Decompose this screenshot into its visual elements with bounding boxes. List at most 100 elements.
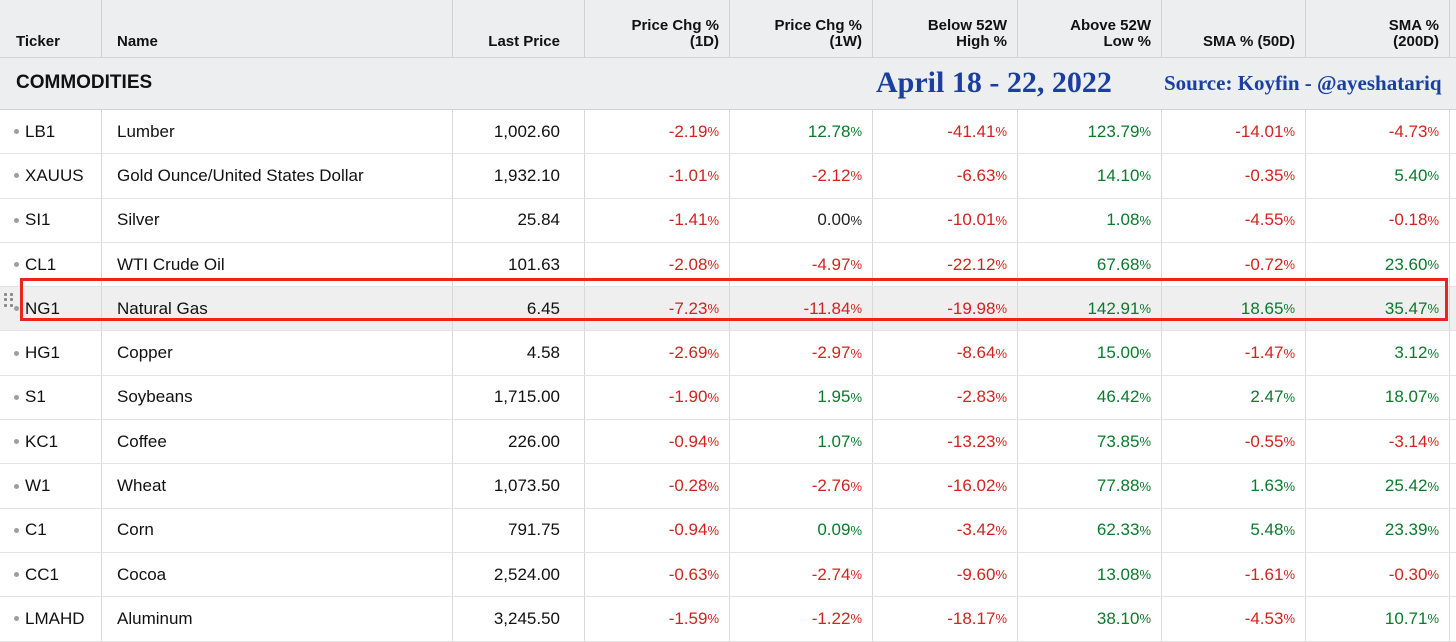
ticker-cell[interactable]: NG1 <box>0 287 102 331</box>
ticker-cell[interactable]: W1 <box>0 464 102 508</box>
below-52w-high-cell: -2.83% <box>873 375 1018 420</box>
above-52w-low-cell: 62.33% <box>1018 508 1162 552</box>
sma-200d-cell: 5.40% <box>1306 154 1450 198</box>
price-chg-1d-cell: -2.69% <box>585 331 730 375</box>
ticker-cell[interactable]: XAUUS <box>0 154 102 198</box>
column-header-line: Above 52W <box>1070 17 1151 34</box>
percent-value: 67.68 <box>1096 254 1140 274</box>
percent-sign: % <box>707 567 719 583</box>
table-row[interactable]: CC1 Cocoa 2,524.00 -0.63% -2.74% -9.60% 13.08%… <box>0 552 1456 598</box>
table-row[interactable]: HG1 Copper 4.58 -2.69% -2.97% -8.64% 15.00% -1.… <box>0 331 1456 376</box>
column-header-name[interactable]: Name <box>102 0 453 57</box>
percent-sign: % <box>850 522 862 538</box>
percent-sign: % <box>1427 168 1439 184</box>
percent-value: 1.07 <box>817 431 851 451</box>
table-row[interactable]: LB1 Lumber 1,002.60 -2.19% 12.78% -41.41% 123.… <box>0 110 1456 155</box>
percent-value: -8.64 <box>956 343 996 363</box>
percent-value: 46.42 <box>1096 387 1140 407</box>
column-header-above-52w-low[interactable]: Above 52W Low % <box>1018 0 1162 57</box>
percent-sign: % <box>1283 434 1295 450</box>
name-cell: Wheat <box>102 464 453 508</box>
bullet-icon <box>14 350 19 356</box>
table-row[interactable]: CL1 WTI Crude Oil 101.63 -2.08% -4.97% -22.12… <box>0 242 1456 288</box>
ticker-cell[interactable]: C1 <box>0 508 102 552</box>
price-chg-1w-cell: -4.97% <box>730 242 873 287</box>
table-row[interactable]: KC1 Coffee 226.00 -0.94% 1.07% -13.23% 73.85% -… <box>0 420 1456 465</box>
ticker-cell[interactable]: CC1 <box>0 552 102 597</box>
percent-value: -1.90 <box>668 387 708 407</box>
sma-200d-cell: 10.71% <box>1306 597 1450 641</box>
ticker-symbol: S1 <box>25 387 46 407</box>
ticker-symbol: KC1 <box>25 431 59 451</box>
ticker-cell[interactable]: KC1 <box>0 420 102 464</box>
last-price-cell: 25.84 <box>453 198 585 242</box>
percent-sign: % <box>995 168 1007 184</box>
table-row[interactable]: NG1 Natural Gas 6.45 -7.23% -11.84% -19.98% 14… <box>0 287 1456 332</box>
table-row[interactable]: SI1 Silver 25.84 -1.41% 0.00% -10.01% 1.08% -4.… <box>0 198 1456 243</box>
ticker-cell[interactable]: CL1 <box>0 242 102 287</box>
name-cell: Corn <box>102 508 453 552</box>
column-header-price-chg-1d[interactable]: Price Chg % (1D) <box>585 0 730 57</box>
drag-handle-icon[interactable] <box>4 293 14 307</box>
ticker-cell[interactable]: LMAHD <box>0 597 102 641</box>
percent-sign: % <box>995 124 1007 140</box>
above-52w-low-cell: 15.00% <box>1018 331 1162 375</box>
percent-sign: % <box>850 345 862 361</box>
below-52w-high-cell: -10.01% <box>873 198 1018 242</box>
ticker-cell[interactable]: HG1 <box>0 331 102 375</box>
sma-50d-cell: -1.47% <box>1162 331 1306 375</box>
percent-sign: % <box>707 124 719 140</box>
percent-sign: % <box>1139 124 1151 140</box>
percent-sign: % <box>1139 168 1151 184</box>
ticker-symbol: C1 <box>25 520 47 540</box>
price-chg-1w-cell: 12.78% <box>730 110 873 154</box>
percent-value: -2.76 <box>811 476 851 496</box>
column-header-ticker[interactable]: Ticker <box>0 0 102 57</box>
column-header-price-chg-1w[interactable]: Price Chg % (1W) <box>730 0 873 57</box>
column-header-line: Price Chg % <box>774 17 862 34</box>
percent-value: -9.60 <box>956 564 996 584</box>
price-chg-1w-cell: 0.00% <box>730 198 873 242</box>
percent-sign: % <box>1427 611 1439 627</box>
below-52w-high-cell: -8.64% <box>873 331 1018 375</box>
percent-sign: % <box>995 257 1007 273</box>
column-header-line: (200D) <box>1393 33 1439 50</box>
sma-200d-cell: -0.18% <box>1306 198 1450 242</box>
percent-sign: % <box>850 257 862 273</box>
ticker-cell[interactable]: SI1 <box>0 198 102 242</box>
percent-value: -41.41 <box>947 121 996 141</box>
sma-200d-cell: 35.47% <box>1306 287 1450 331</box>
percent-value: 23.39 <box>1384 520 1428 540</box>
above-52w-low-cell: 1.08% <box>1018 198 1162 242</box>
price-chg-1d-cell: -1.41% <box>585 198 730 242</box>
table-row[interactable]: XAUUS Gold Ounce/United States Dollar 1,93… <box>0 154 1456 199</box>
percent-value: -0.55 <box>1244 431 1284 451</box>
percent-value: 25.42 <box>1384 476 1428 496</box>
table-row[interactable]: LMAHD Aluminum 3,245.50 -1.59% -1.22% -18.17%… <box>0 597 1456 642</box>
table-row[interactable]: C1 Corn 791.75 -0.94% 0.09% -3.42% 62.33% 5.48%… <box>0 508 1456 553</box>
last-price-cell: 226.00 <box>453 420 585 464</box>
percent-value: -1.47 <box>1244 343 1284 363</box>
name-cell: Lumber <box>102 110 453 154</box>
percent-sign: % <box>707 345 719 361</box>
percent-value: -0.72 <box>1244 254 1284 274</box>
name-cell: Silver <box>102 198 453 242</box>
ticker-cell[interactable]: LB1 <box>0 110 102 154</box>
table-row[interactable]: S1 Soybeans 1,715.00 -1.90% 1.95% -2.83% 46.42… <box>0 375 1456 421</box>
column-header-last-price[interactable]: Last Price <box>453 0 585 57</box>
column-header-sma-50d[interactable]: SMA % (50D) <box>1162 0 1306 57</box>
percent-value: -1.41 <box>668 210 708 230</box>
column-header-line: (1W) <box>829 33 863 50</box>
column-header-below-52w-high[interactable]: Below 52W High % <box>873 0 1018 57</box>
table-row[interactable]: W1 Wheat 1,073.50 -0.28% -2.76% -16.02% 77.88%… <box>0 464 1456 509</box>
price-chg-1d-cell: -2.19% <box>585 110 730 154</box>
last-price-cell: 3,245.50 <box>453 597 585 641</box>
percent-value: -0.30 <box>1388 564 1428 584</box>
name-cell: Cocoa <box>102 552 453 597</box>
percent-sign: % <box>850 301 862 317</box>
column-header-sma-200d[interactable]: SMA % (200D) <box>1306 0 1450 57</box>
percent-sign: % <box>995 434 1007 450</box>
percent-value: 12.78 <box>807 121 851 141</box>
ticker-cell[interactable]: S1 <box>0 375 102 420</box>
